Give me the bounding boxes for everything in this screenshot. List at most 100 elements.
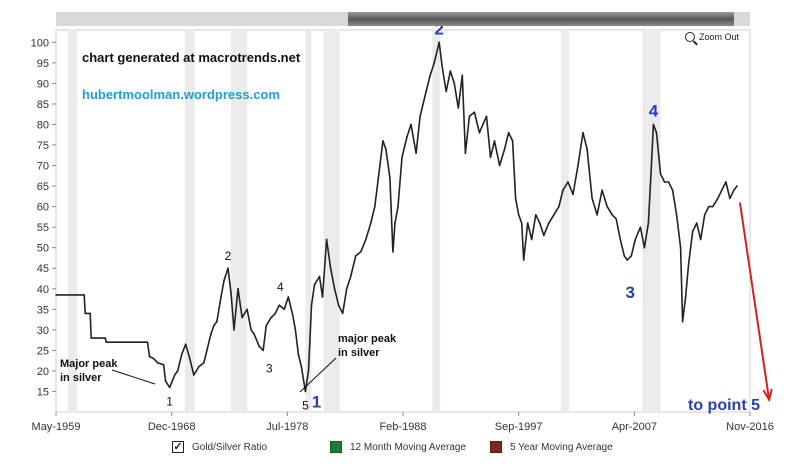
data-point (538, 222, 541, 224)
point-label-small: 4 (277, 280, 284, 294)
data-point (152, 357, 155, 360)
data-point (198, 366, 200, 368)
data-point (310, 304, 313, 307)
data-point (517, 214, 520, 216)
data-point (237, 287, 239, 290)
data-point (192, 374, 195, 376)
data-point (349, 275, 352, 278)
legend-item-12-month-ma[interactable]: 12 Month Moving Average (330, 441, 466, 453)
data-point (206, 349, 208, 352)
data-point (729, 197, 731, 200)
data-point (498, 164, 501, 167)
recession-band (68, 30, 78, 412)
data-point (572, 193, 574, 196)
y-tick-label: 45 (37, 263, 49, 275)
annotation-major-peak-2: major peak in silver (338, 333, 397, 359)
data-point (619, 238, 622, 241)
y-tick-label: 85 (37, 99, 49, 111)
x-tick-label: May-1959 (32, 421, 81, 433)
point-label-big: 3 (626, 283, 635, 302)
data-point (707, 205, 710, 208)
data-point (567, 181, 569, 183)
recession-band (642, 30, 661, 412)
data-point (389, 177, 391, 179)
data-point (675, 214, 678, 216)
point-label-big: 2 (434, 19, 443, 38)
range-scrollbar[interactable] (56, 12, 750, 26)
data-point (188, 357, 191, 360)
data-point (591, 197, 593, 200)
data-point (203, 361, 205, 364)
data-point (406, 135, 408, 138)
data-point (639, 226, 642, 228)
legend-label: Gold/Silver Ratio (192, 441, 268, 453)
data-point (526, 222, 529, 224)
data-point (148, 355, 151, 358)
data-point (725, 181, 727, 183)
legend: ✓ Gold/Silver Ratio 12 Month Moving Aver… (0, 441, 800, 461)
projection-arrow-head (762, 388, 773, 403)
data-point (717, 197, 719, 200)
data-point (736, 185, 738, 187)
data-point (89, 312, 91, 315)
data-point (681, 320, 684, 323)
point-label-big: 1 (312, 392, 321, 411)
legend-label: 12 Month Moving Average (350, 441, 467, 453)
data-point (370, 222, 372, 224)
y-tick-label: 65 (37, 181, 49, 193)
data-point (679, 246, 682, 249)
data-point (634, 238, 637, 241)
data-point (577, 164, 579, 167)
data-point (511, 140, 514, 142)
x-tick-label: Dec-1968 (148, 421, 196, 433)
y-tick-label: 35 (37, 304, 49, 316)
annotation-blog-url: hubertmoolman.wordpress.com (82, 87, 280, 102)
checkbox-red-icon[interactable] (490, 441, 502, 453)
y-tick-label: 20 (37, 366, 49, 378)
y-tick-label: 100 (31, 37, 49, 49)
recession-band (432, 30, 441, 412)
annotation-to-point-5: to point 5 (688, 397, 760, 414)
data-point (318, 275, 321, 278)
data-point (534, 214, 537, 216)
data-point (337, 304, 340, 307)
data-point (216, 320, 218, 323)
point-label-small: 1 (166, 394, 173, 408)
projection-arrow-line (738, 202, 771, 400)
data-point (586, 148, 588, 150)
scrollbar-thumb[interactable] (348, 12, 734, 26)
checkbox-green-icon[interactable] (330, 441, 342, 453)
data-point (283, 308, 286, 311)
legend-item-5-year-ma[interactable]: 5 Year Moving Average (490, 441, 613, 453)
pointer-line (299, 357, 337, 393)
recession-band (184, 30, 195, 412)
data-point (623, 255, 626, 257)
y-tick-label: 25 (37, 345, 49, 357)
data-point (626, 259, 629, 261)
data-point (258, 345, 260, 348)
data-point (287, 296, 290, 298)
data-point (104, 337, 107, 339)
data-point (374, 205, 376, 208)
data-point (262, 349, 264, 352)
zoom-out-button[interactable]: Zoom Out (685, 32, 739, 42)
data-point (473, 111, 476, 113)
y-tick-label: 70 (37, 161, 49, 173)
data-point (445, 90, 448, 93)
point-label-big: 4 (649, 101, 659, 120)
data-point (55, 294, 57, 296)
data-point (84, 312, 86, 315)
data-point (553, 214, 555, 216)
data-point (464, 152, 467, 155)
checkbox-checked-icon[interactable]: ✓ (172, 441, 184, 453)
legend-label: 5 Year Moving Average (510, 441, 613, 453)
data-point (667, 181, 670, 183)
y-tick-label: 40 (37, 284, 49, 296)
data-point (703, 214, 706, 216)
data-point (364, 238, 367, 241)
data-point (711, 205, 714, 208)
point-label-small: 2 (225, 249, 232, 263)
data-point (650, 164, 653, 167)
legend-item-gold-silver-ratio[interactable]: ✓ Gold/Silver Ratio (172, 441, 267, 453)
